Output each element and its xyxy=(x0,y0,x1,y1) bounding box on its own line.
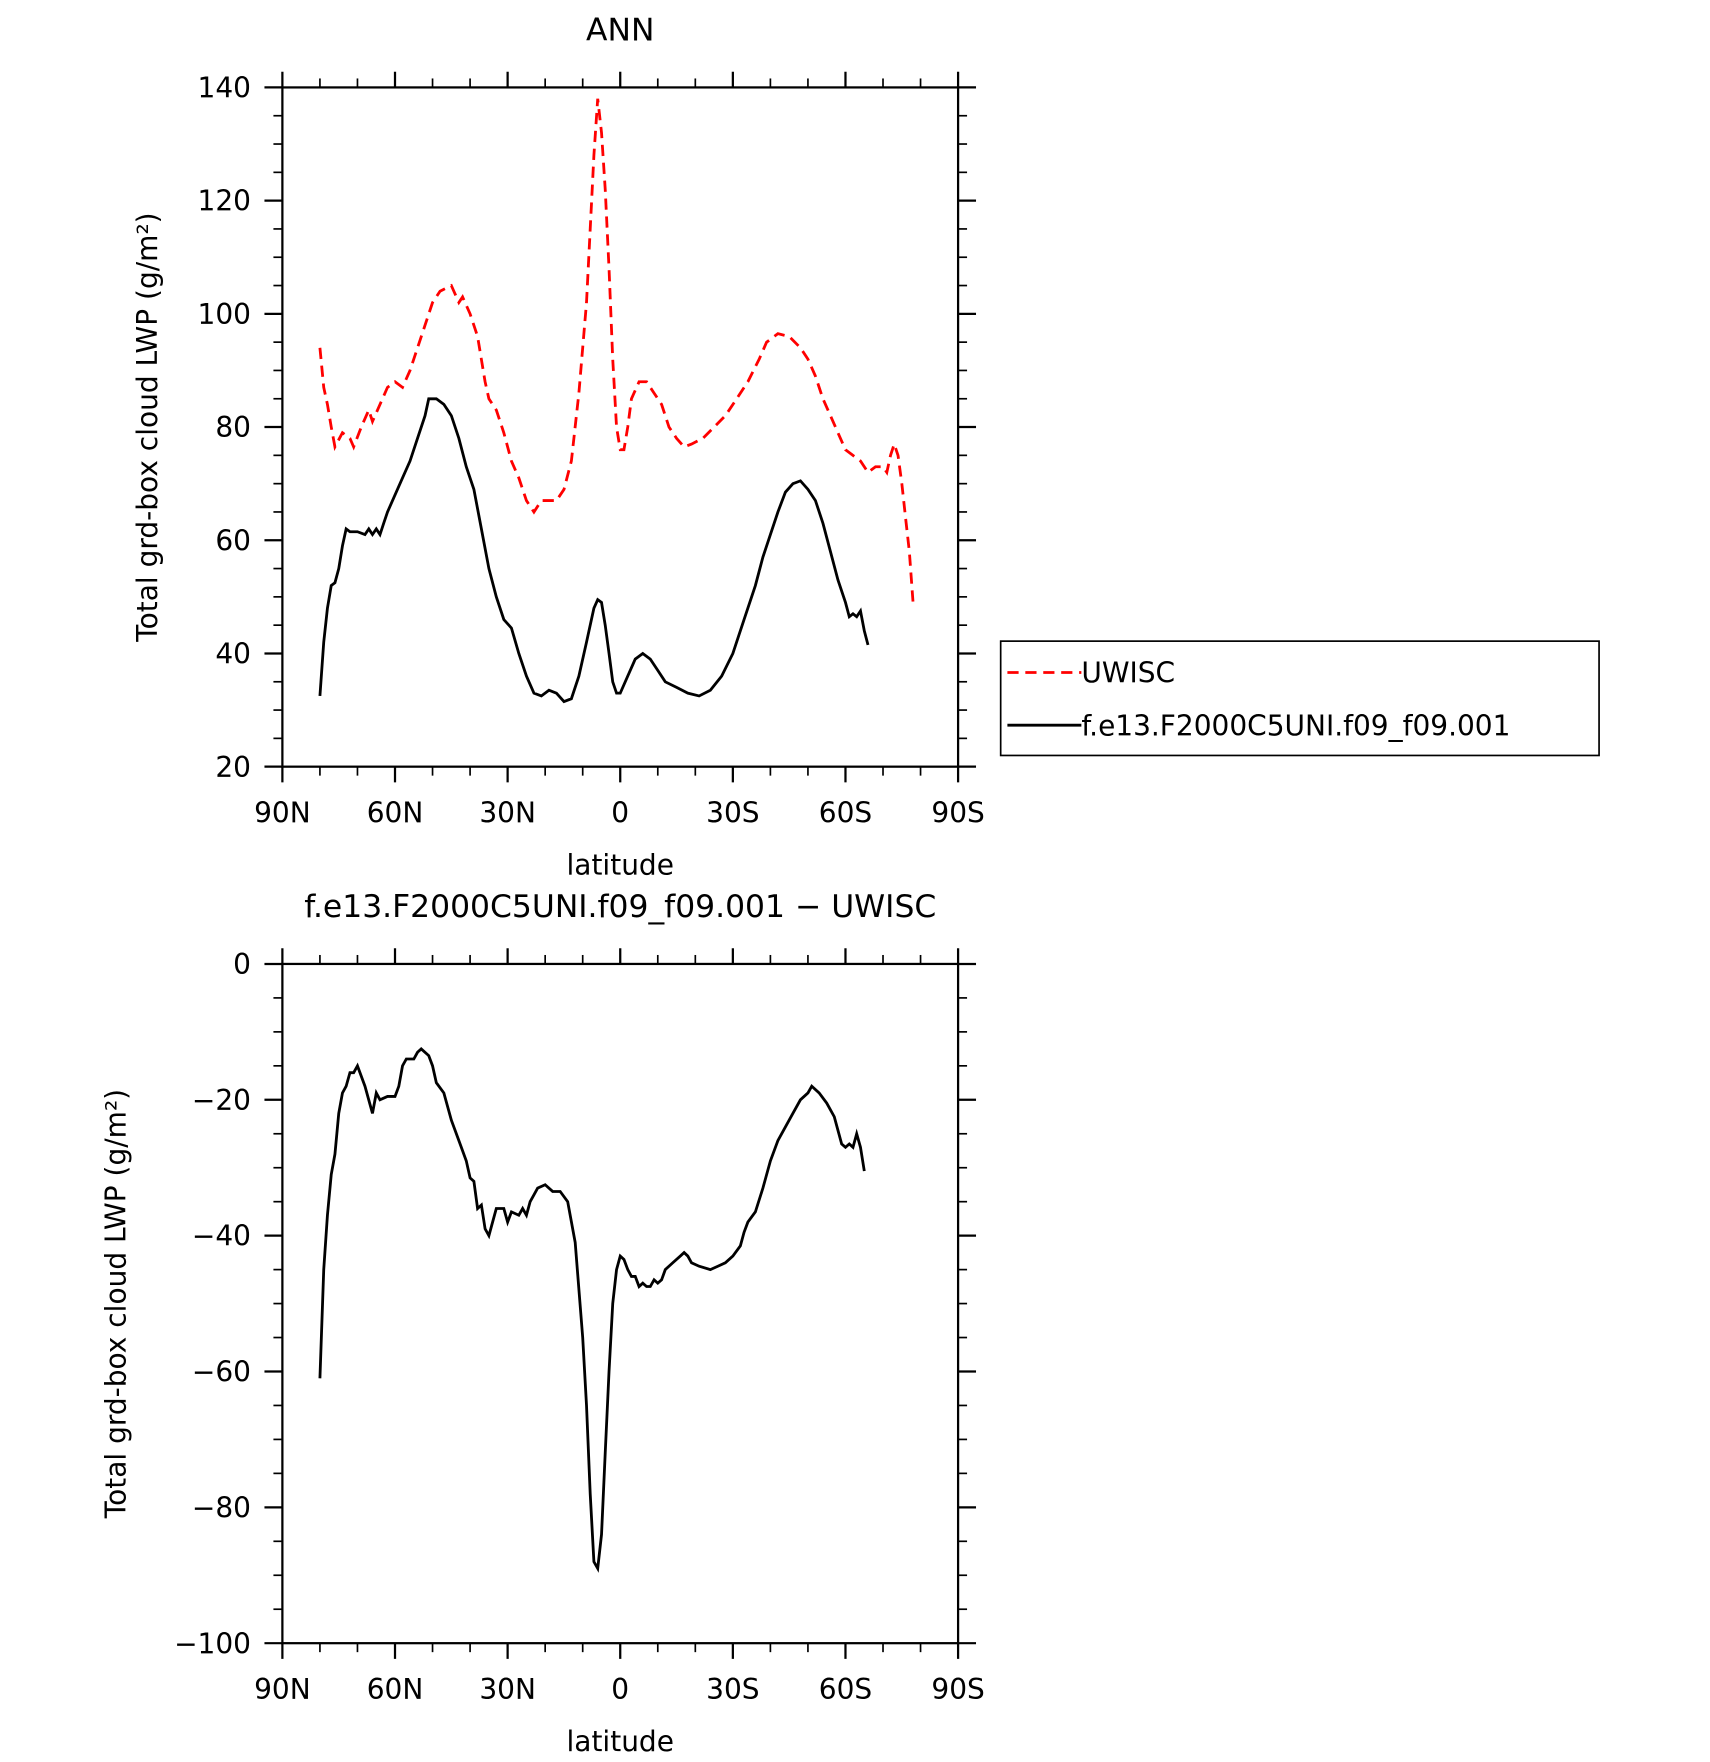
data-line xyxy=(318,1047,866,1573)
x-tick-label: 30S xyxy=(706,797,759,830)
y-tick-label: 120 xyxy=(198,185,251,218)
x-tick-label: 30S xyxy=(706,1673,759,1706)
y-axis-label: Total grd-box cloud LWP (g/m²) xyxy=(100,1089,133,1519)
x-tick-label: 60N xyxy=(367,797,424,830)
legend-box xyxy=(999,640,1600,757)
x-tick-label: 30N xyxy=(479,1673,536,1706)
plot-frame xyxy=(281,86,960,768)
y-tick-label: 0 xyxy=(233,948,251,981)
data-line xyxy=(318,397,870,704)
x-tick-label: 60S xyxy=(819,797,872,830)
y-tick-label: −20 xyxy=(192,1084,251,1117)
y-axis-label: Total grd-box cloud LWP (g/m²) xyxy=(131,212,164,642)
x-axis-label: latitude xyxy=(567,848,674,881)
y-tick-label: 40 xyxy=(215,638,251,671)
plot-frame xyxy=(281,962,960,1645)
y-tick-label: −40 xyxy=(192,1220,251,1253)
y-tick-label: −100 xyxy=(174,1627,251,1660)
y-tick-label: 140 xyxy=(198,72,251,105)
x-tick-label: 0 xyxy=(611,1673,629,1706)
x-tick-label: 90N xyxy=(254,797,311,830)
x-tick-label: 90N xyxy=(254,1673,311,1706)
x-tick-label: 60S xyxy=(819,1673,872,1706)
chart-title: f.e13.F2000C5UNI.f09_f09.001 − UWISC xyxy=(304,889,936,925)
x-tick-label: 60N xyxy=(367,1673,424,1706)
y-tick-label: 100 xyxy=(198,298,251,331)
y-tick-label: −60 xyxy=(192,1356,251,1389)
legend-label: f.e13.F2000C5UNI.f09_f09.001 xyxy=(1081,709,1510,742)
y-tick-label: 60 xyxy=(215,524,251,557)
x-tick-label: 0 xyxy=(611,797,629,830)
y-tick-label: 80 xyxy=(215,411,251,444)
y-tick-label: 20 xyxy=(215,751,251,784)
x-tick-label: 90S xyxy=(931,1673,984,1706)
x-tick-label: 90S xyxy=(931,797,984,830)
x-tick-label: 30N xyxy=(479,797,536,830)
legend-label: UWISC xyxy=(1081,657,1175,690)
data-line xyxy=(318,98,915,603)
y-tick-label: −80 xyxy=(192,1491,251,1524)
x-axis-label: latitude xyxy=(567,1725,674,1758)
chart-title: ANN xyxy=(586,12,654,48)
